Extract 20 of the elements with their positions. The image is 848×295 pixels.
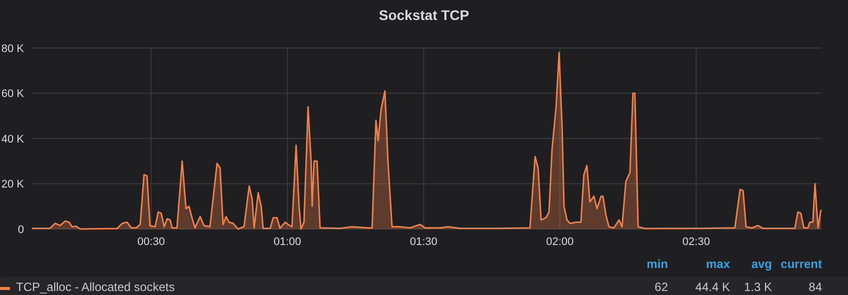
text: 62 (654, 280, 668, 294)
legend-label: TCP_alloc - Allocated sockets (16, 280, 175, 294)
x-tick-label: 00:30 (137, 236, 165, 248)
x-tick-label: 02:00 (546, 236, 574, 248)
y-tick-label: 60 K (1, 88, 25, 100)
y-tick-label: 20 K (1, 178, 25, 191)
text: 44.4 K (695, 280, 730, 294)
text: current (780, 257, 822, 271)
x-tick-label: 02:30 (682, 236, 710, 248)
text: 1.3 K (744, 280, 772, 294)
chart-title: Sockstat TCP (378, 7, 470, 23)
text: 84 (808, 280, 822, 294)
text: avg (751, 257, 772, 271)
y-tick-label: 80 K (1, 42, 25, 55)
text: min (646, 257, 668, 271)
y-tick-label: 40 K (1, 133, 25, 146)
y-tick-label: 0 (18, 224, 24, 236)
text: max (706, 257, 730, 271)
x-tick-label: 01:00 (274, 236, 302, 248)
x-tick-label: 01:30 (410, 236, 438, 248)
